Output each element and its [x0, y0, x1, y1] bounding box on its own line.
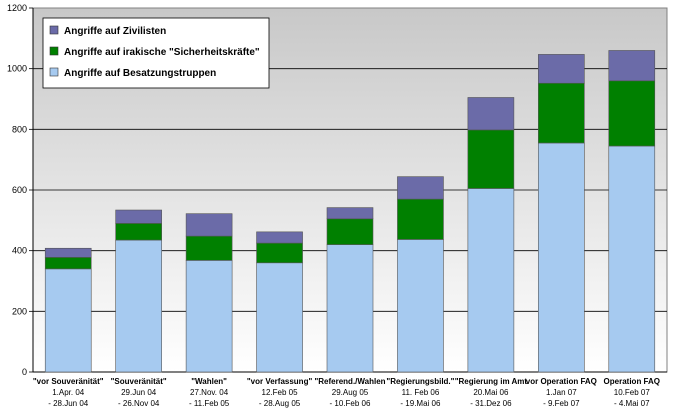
- x-category-label: "Wahlen": [191, 377, 227, 386]
- x-category-label: "Regierungsbild.": [386, 377, 454, 386]
- bar-segment-series-1-cat-4: [326, 218, 374, 245]
- x-category-label: "vor Verfassung": [247, 377, 313, 386]
- x-category-date-from: 10.Feb 07: [614, 388, 651, 397]
- legend-label: Angriffe auf Besatzungstruppen: [64, 68, 216, 79]
- legend-box: [42, 17, 270, 89]
- bar-segment-series-2-cat-8: [608, 50, 656, 82]
- x-category-date-to: - 11.Feb 05: [189, 399, 230, 408]
- bar-segment-series-0-cat-0: [44, 268, 92, 373]
- legend-label: Angriffe auf Zivilisten: [64, 26, 166, 37]
- bar-segment-series-1-cat-8: [608, 80, 656, 147]
- bars: [44, 50, 656, 373]
- x-category-date-from: 20.Mai 06: [473, 388, 509, 397]
- x-category-date-from: 29.Aug 05: [332, 388, 369, 397]
- y-tick-label: 800: [12, 124, 27, 134]
- y-tick-label: 400: [12, 246, 27, 256]
- bar-segment-series-0-cat-1: [115, 239, 162, 373]
- bar-segment-series-2-cat-6: [467, 97, 515, 131]
- y-tick-label: 1200: [7, 3, 27, 13]
- x-category-date-to: - 19.Mai 06: [400, 399, 441, 408]
- x-category-date-from: 11. Feb 06: [402, 388, 440, 397]
- x-category-date-to: - 9.Feb 07: [543, 399, 580, 408]
- x-category-date-to: - 4.Mai 07: [614, 399, 650, 408]
- y-tick-label: 1000: [7, 64, 27, 74]
- y-tick-label: 600: [12, 185, 27, 195]
- x-category-date-from: 1.Jan 07: [546, 388, 577, 397]
- legend-swatch: [49, 67, 59, 77]
- x-category-date-to: - 31.Dez 06: [470, 399, 512, 408]
- bar-segment-series-2-cat-7: [538, 54, 585, 84]
- bar-segment-series-2-cat-2: [185, 213, 233, 237]
- bar-segment-series-0-cat-4: [326, 244, 374, 373]
- x-category-date-to: - 28.Jun 04: [48, 399, 89, 408]
- x-category-date-from: 1.Apr. 04: [52, 388, 85, 397]
- x-category-date-from: 12.Feb 05: [262, 388, 299, 397]
- x-axis-labels: "vor Souveränität" 1.Apr. 04 - 28.Jun 04 "S…: [33, 377, 660, 408]
- bar-segment-series-2-cat-1: [115, 209, 162, 224]
- bar-segment-series-1-cat-2: [185, 235, 233, 261]
- x-category-label: vor Operation FAQ: [526, 377, 597, 386]
- x-category-label: "vor Souveränität": [33, 377, 104, 386]
- bar-segment-series-1-cat-7: [538, 82, 585, 144]
- bar-segment-series-0-cat-6: [467, 188, 515, 373]
- x-category-date-to: - 28.Aug 05: [259, 399, 301, 408]
- legend-swatch: [49, 46, 59, 56]
- bar-segment-series-1-cat-3: [256, 242, 303, 264]
- y-tick-label: 0: [22, 367, 27, 377]
- bar-segment-series-2-cat-3: [256, 231, 303, 244]
- x-category-label: "Referend./Wahlen: [314, 377, 385, 386]
- x-category-label: Operation FAQ: [604, 377, 660, 386]
- bar-segment-series-0-cat-3: [256, 262, 303, 373]
- y-tick-label: 200: [12, 306, 27, 316]
- bar-segment-series-1-cat-1: [115, 223, 162, 241]
- bar-segment-series-2-cat-5: [397, 176, 444, 200]
- bar-segment-series-0-cat-2: [185, 260, 233, 373]
- bar-segment-series-0-cat-5: [397, 239, 444, 373]
- legend-label: Angriffe auf irakische "Sicherheitskräft…: [64, 47, 260, 58]
- legend: Angriffe auf Zivilisten Angriffe auf irak…: [42, 17, 270, 89]
- x-category-date-to: - 10.Feb 06: [330, 399, 371, 408]
- x-category-date-from: 27.Nov. 04: [190, 388, 229, 397]
- x-category-date-from: 29.Jun 04: [121, 388, 157, 397]
- bar-segment-series-0-cat-7: [538, 142, 585, 373]
- bar-segment-series-2-cat-0: [44, 247, 92, 258]
- x-category-date-to: - 26.Nov 04: [118, 399, 160, 408]
- x-category-label: "Souveränität": [111, 377, 167, 386]
- bar-segment-series-0-cat-8: [608, 145, 656, 373]
- bar-segment-series-1-cat-0: [44, 257, 92, 270]
- bar-segment-series-2-cat-4: [326, 207, 374, 220]
- bar-segment-series-1-cat-5: [397, 198, 444, 240]
- legend-swatch: [49, 25, 59, 35]
- bar-segment-series-1-cat-6: [467, 129, 515, 189]
- x-category-label: "Regierung im Amt: [455, 377, 528, 386]
